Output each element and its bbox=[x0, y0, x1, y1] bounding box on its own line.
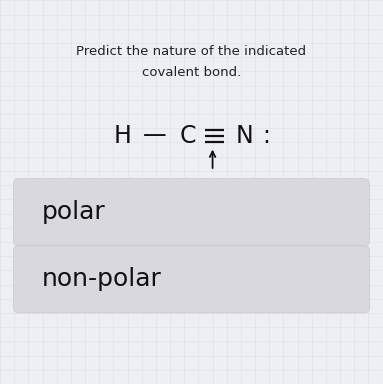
Text: —: — bbox=[143, 123, 167, 147]
Text: Predict the nature of the indicated: Predict the nature of the indicated bbox=[77, 45, 306, 58]
FancyBboxPatch shape bbox=[13, 246, 370, 313]
Text: non-polar: non-polar bbox=[42, 267, 162, 291]
Text: H: H bbox=[114, 124, 131, 148]
Text: :: : bbox=[262, 124, 270, 148]
Text: covalent bond.: covalent bond. bbox=[142, 66, 241, 79]
Text: C: C bbox=[179, 124, 196, 148]
Text: polar: polar bbox=[42, 200, 106, 224]
Text: N: N bbox=[236, 124, 253, 148]
FancyBboxPatch shape bbox=[13, 179, 370, 246]
